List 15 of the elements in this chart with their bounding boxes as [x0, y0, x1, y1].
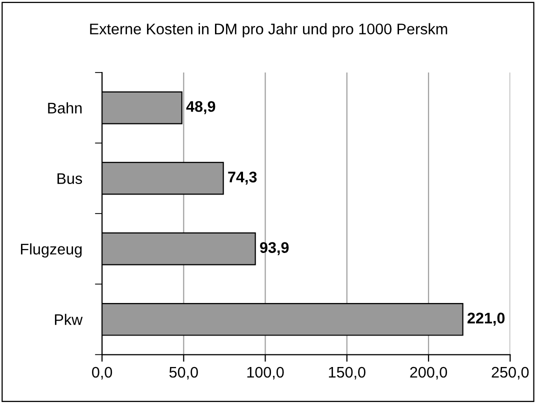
y-tick-label: Bahn — [48, 102, 82, 114]
data-label: 221,0 — [468, 312, 505, 326]
data-label: 48,9 — [186, 101, 216, 114]
chart-title: Externe Kosten in DM pro Jahr und pro 1000 Perskm — [90, 23, 448, 38]
x-tick-label: 100,0 — [247, 366, 284, 380]
data-label: 74,3 — [228, 172, 257, 185]
x-tick-label: 250,0 — [492, 366, 529, 380]
y-tick-label: Bus — [58, 173, 82, 184]
y-tick-label: Pkw — [54, 314, 83, 325]
y-tick-label: Flugzeug — [20, 243, 82, 258]
x-tick-label: 150,0 — [328, 366, 366, 380]
x-tick-label: 200,0 — [410, 366, 448, 380]
x-tick-label: 50,0 — [169, 366, 198, 380]
data-label: 93,9 — [260, 242, 289, 256]
x-tick-label: 0,0 — [92, 366, 112, 380]
